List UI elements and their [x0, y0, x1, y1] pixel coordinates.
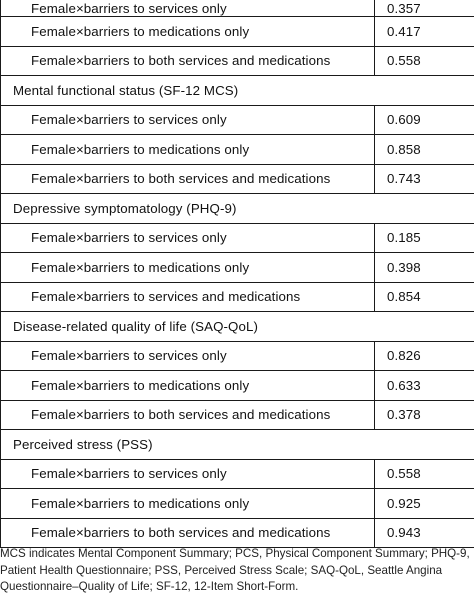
table-row: Female×barriers to medications only 0.398 — [0, 252, 474, 283]
table-row: Female×barriers to both services and med… — [0, 163, 474, 194]
section-title: Depressive symptomatology (PHQ-9) — [0, 193, 474, 224]
row-label: Female×barriers to medications only — [0, 488, 375, 519]
table-row: Female×barriers to medications only 0.417 — [0, 16, 474, 47]
table-footnote: MCS indicates Mental Component Summary; … — [0, 546, 474, 596]
section-header-row: Disease-related quality of life (SAQ-QoL… — [0, 311, 474, 342]
row-p-value: 0.943 — [374, 517, 474, 548]
row-p-value: 0.378 — [374, 399, 474, 430]
results-table-body: Female×barriers to services only 0.357 Fem… — [0, 0, 474, 548]
results-table: Female×barriers to services only 0.357 Fem… — [0, 0, 474, 548]
row-p-value: 0.417 — [374, 16, 474, 47]
row-p-value: 0.398 — [374, 252, 474, 283]
row-label: Female×barriers to medications only — [0, 252, 375, 283]
results-table-container: Female×barriers to services only 0.357 Fem… — [0, 0, 474, 548]
section-header-row: Depressive symptomatology (PHQ-9) — [0, 193, 474, 224]
table-row: Female×barriers to services only 0.558 — [0, 458, 474, 489]
table-row: Female×barriers to services only 0.609 — [0, 104, 474, 135]
row-label: Female×barriers to medications only — [0, 16, 375, 47]
row-p-value: 0.357 — [374, 0, 474, 17]
section-title: Mental functional status (SF-12 MCS) — [0, 75, 474, 106]
table-row: Female×barriers to medications only 0.633 — [0, 370, 474, 401]
row-label: Female×barriers to services only — [0, 0, 375, 17]
row-label: Female×barriers to services only — [0, 104, 375, 135]
row-label: Female×barriers to both services and med… — [0, 45, 375, 76]
table-row: Female×barriers to services only 0.826 — [0, 340, 474, 371]
row-label: Female×barriers to services only — [0, 340, 375, 371]
table-row: Female×barriers to both services and med… — [0, 399, 474, 430]
section-header-row: Mental functional status (SF-12 MCS) — [0, 75, 474, 106]
row-p-value: 0.185 — [374, 222, 474, 253]
table-row: Female×barriers to services only 0.357 — [0, 0, 474, 17]
section-title: Disease-related quality of life (SAQ-QoL… — [0, 311, 474, 342]
row-label: Female×barriers to medications only — [0, 134, 375, 165]
row-p-value: 0.826 — [374, 340, 474, 371]
row-p-value: 0.609 — [374, 104, 474, 135]
footnote-text: MCS indicates Mental Component Summary; … — [0, 547, 470, 593]
table-row: Female×barriers to services only 0.185 — [0, 222, 474, 253]
row-label: Female×barriers to services only — [0, 222, 375, 253]
table-row: Female×barriers to both services and med… — [0, 517, 474, 548]
row-label: Female×barriers to both services and med… — [0, 399, 375, 430]
row-label: Female×barriers to both services and med… — [0, 163, 375, 194]
table-row: Female×barriers to both services and med… — [0, 45, 474, 76]
row-label: Female×barriers to both services and med… — [0, 517, 375, 548]
section-header-row: Perceived stress (PSS) — [0, 429, 474, 460]
row-label: Female×barriers to services only — [0, 458, 375, 489]
table-row: Female×barriers to services and medicati… — [0, 281, 474, 312]
row-p-value: 0.925 — [374, 488, 474, 519]
row-p-value: 0.558 — [374, 45, 474, 76]
row-label: Female×barriers to medications only — [0, 370, 375, 401]
table-row: Female×barriers to medications only 0.925 — [0, 488, 474, 519]
row-p-value: 0.558 — [374, 458, 474, 489]
section-title: Perceived stress (PSS) — [0, 429, 474, 460]
row-label: Female×barriers to services and medicati… — [0, 281, 375, 312]
table-row: Female×barriers to medications only 0.858 — [0, 134, 474, 165]
row-p-value: 0.743 — [374, 163, 474, 194]
row-p-value: 0.854 — [374, 281, 474, 312]
row-p-value: 0.633 — [374, 370, 474, 401]
row-p-value: 0.858 — [374, 134, 474, 165]
